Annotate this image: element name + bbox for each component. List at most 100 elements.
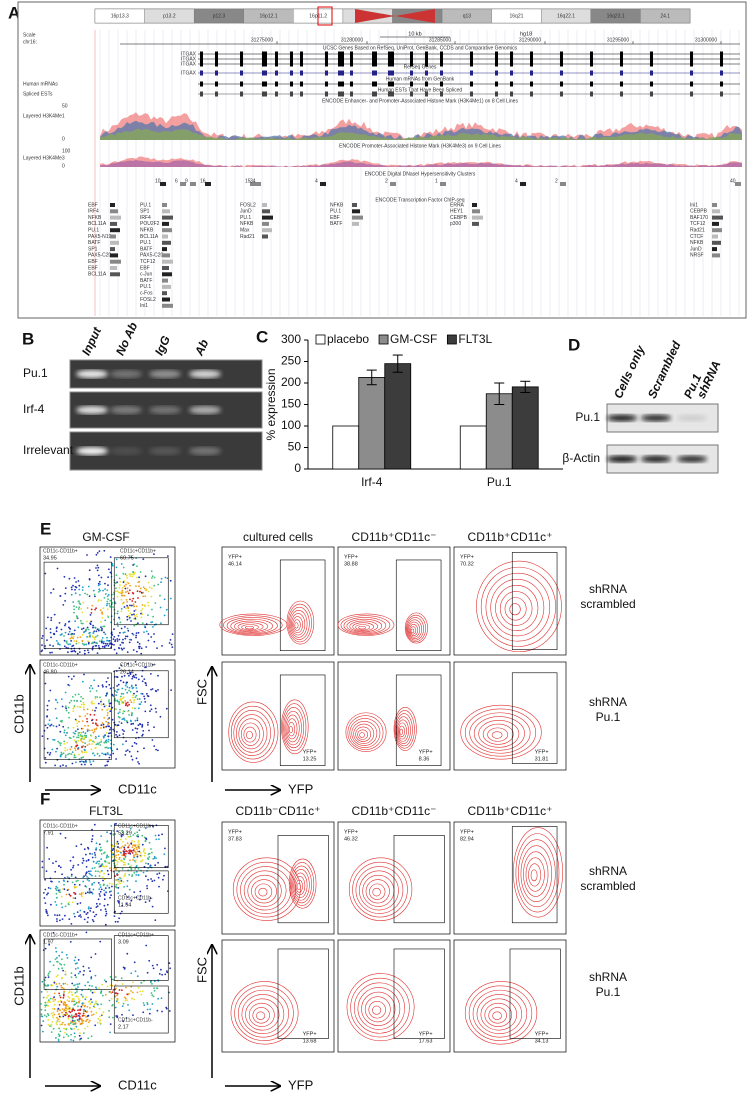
scatter-dot [75,968,77,970]
row-label: scrambled [580,597,635,611]
scatter-dot [137,728,139,730]
scatter-dot [95,857,97,859]
scatter-dot [50,619,52,621]
scatter-dot [57,741,59,743]
scatter-dot [53,588,55,590]
scatter-dot [78,973,80,975]
tf-site [472,222,479,226]
scatter-dot [111,883,113,885]
scatter-dot [143,747,145,749]
scatter-dot [46,997,48,999]
scatter-dot [94,1024,96,1026]
scatter-dot [88,642,90,644]
gene-exon [720,62,723,67]
scatter-dot [51,1013,53,1015]
scatter-dot [61,903,63,905]
scatter-dot [147,722,149,724]
scatter-dot [115,984,117,986]
scatter-dot [69,578,71,580]
scatter-dot [126,601,128,603]
scatter-dot [73,612,75,614]
scatter-dot [115,879,117,881]
scatter-dot [95,642,97,644]
scatter-dot [98,735,100,737]
gene-exon [388,82,394,87]
gene-exon [200,62,203,67]
dnase-count: 10 [155,178,161,184]
gene-exon [350,52,353,57]
scatter-dot [123,581,125,583]
scatter-dot [47,892,49,894]
scatter-dot [44,897,46,899]
quadrant-value: 26.14 [120,669,134,675]
scatter-dot [64,1024,66,1026]
scatter-dot [84,650,86,652]
scatter-dot [42,867,44,869]
scatter-dot [149,1008,151,1010]
scatter-dot [103,873,105,875]
scatter-dot [120,852,122,854]
scatter-dot [109,1032,111,1034]
scatter-dot [114,649,116,651]
scatter-dot [83,860,85,862]
gene-exon [690,71,693,76]
scatter-dot [135,720,137,722]
scatter-dot [119,877,121,879]
scatter-dot [168,992,170,994]
scatter-dot [75,956,77,958]
scatter-dot [133,702,135,704]
scatter-dot [131,600,133,602]
row-label: scrambled [580,879,635,893]
gate-label: YFP+ [228,829,242,835]
scatter-dot [145,684,147,686]
scatter-dot [122,639,124,641]
scatter-dot [78,998,80,1000]
scatter-dot [136,614,138,616]
scatter-dot [117,861,119,863]
scatter-dot [162,879,164,881]
scatter-dot [65,692,67,694]
scatter-dot [153,968,155,970]
scatter-dot [100,1003,102,1005]
scatter-dot [117,700,119,702]
scatter-dot [123,853,125,855]
scatter-dot [151,570,153,572]
scatter-dot [94,596,96,598]
scatter-dot [115,987,117,989]
scatter-dot [80,1038,82,1040]
scatter-dot [87,879,89,881]
scatter-dot [108,874,110,876]
scatter-dot [108,701,110,703]
scatter-dot [79,1035,81,1037]
scatter-dot [75,581,77,583]
scatter-dot [63,983,65,985]
scatter-dot [84,653,86,655]
scatter-dot [93,921,95,923]
scatter-dot [87,921,89,923]
scatter-dot [71,678,73,680]
scatter-dot [92,709,94,711]
scatter-dot [73,985,75,987]
scatter-dot [127,587,129,589]
scatter-dot [92,635,94,637]
scatter-dot [140,852,142,854]
scatter-dot [121,989,123,991]
gene-exon [470,71,473,76]
gene-exon [470,52,473,57]
scatter-dot [64,730,66,732]
scatter-dot [91,841,93,843]
bar [333,426,359,469]
scatter-dot [58,1001,60,1003]
scatter-dot [73,1020,75,1022]
scatter-dot [84,725,86,727]
scatter-dot [107,862,109,864]
scatter-dot [63,743,65,745]
gel-band [189,406,221,414]
scatter-dot [59,731,61,733]
bar [385,364,411,469]
scatter-dot [85,892,87,894]
scatter-dot [126,999,128,1001]
scatter-dot [140,617,142,619]
scatter-dot [135,677,137,679]
scatter-dot [116,748,118,750]
